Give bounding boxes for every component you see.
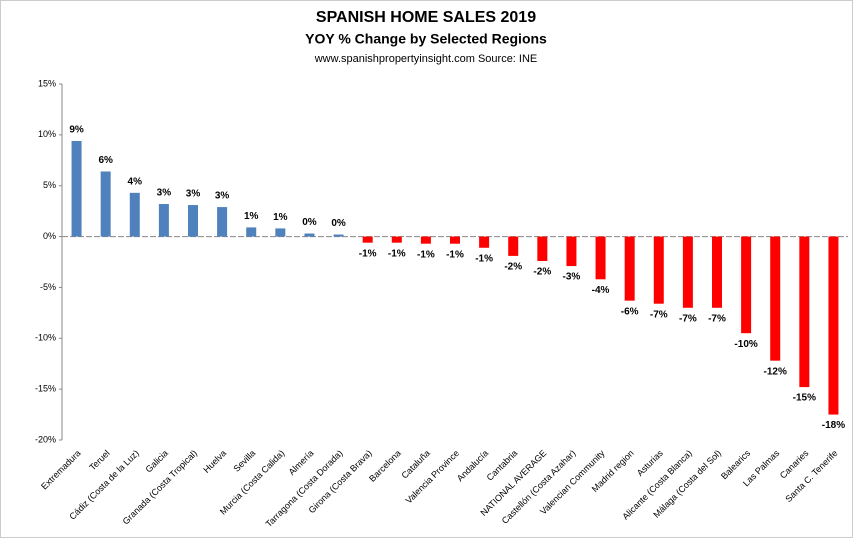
- bar: [770, 236, 781, 361]
- data-label: -1%: [417, 249, 435, 260]
- data-label: -4%: [592, 285, 610, 296]
- data-label: -12%: [764, 366, 787, 377]
- data-label: 6%: [98, 155, 113, 166]
- data-label: -6%: [621, 306, 639, 317]
- data-label: -1%: [475, 253, 493, 264]
- y-tick-label: 5%: [43, 180, 56, 190]
- data-label: 3%: [157, 188, 172, 199]
- bar: [566, 236, 577, 267]
- data-label: 3%: [215, 191, 230, 202]
- data-label: 0%: [302, 217, 317, 228]
- bar: [741, 236, 752, 334]
- bar: [100, 171, 111, 237]
- bar: [799, 236, 810, 388]
- data-label: 3%: [186, 189, 201, 200]
- data-label: -3%: [563, 272, 581, 283]
- y-tick-label: -20%: [35, 434, 56, 444]
- bar: [158, 204, 169, 237]
- y-tick-label: -5%: [40, 282, 56, 292]
- data-label: -7%: [708, 313, 726, 324]
- data-label: 0%: [331, 218, 346, 229]
- data-label: -1%: [388, 248, 406, 259]
- data-label: 1%: [273, 212, 288, 223]
- data-label: -1%: [359, 248, 377, 259]
- bar: [624, 236, 635, 301]
- bar: [508, 236, 519, 256]
- data-label: -18%: [822, 420, 845, 431]
- bar: [188, 205, 198, 237]
- data-label: -15%: [793, 393, 816, 404]
- bar: [828, 236, 839, 415]
- bar: [362, 236, 373, 243]
- bar: [71, 140, 82, 237]
- data-label: -1%: [446, 249, 464, 260]
- bar: [129, 192, 140, 237]
- data-label: 4%: [128, 176, 143, 187]
- bar: [537, 236, 548, 261]
- bar: [595, 236, 606, 280]
- data-label: 9%: [69, 125, 84, 136]
- bar: [246, 227, 257, 237]
- y-tick-label: 10%: [38, 129, 56, 139]
- data-label: -2%: [533, 267, 551, 278]
- chart-subtitle: YOY % Change by Selected Regions: [305, 31, 547, 47]
- bar: [217, 207, 228, 237]
- y-tick-label: -10%: [35, 333, 56, 343]
- bar: [275, 228, 286, 237]
- chart-title: SPANISH HOME SALES 2019: [316, 9, 536, 26]
- bar: [479, 236, 490, 248]
- bar: [304, 233, 315, 237]
- bar: [712, 236, 722, 308]
- bar: [420, 236, 431, 244]
- bar: [391, 236, 402, 243]
- bar: [653, 236, 664, 304]
- data-label: -10%: [734, 339, 757, 350]
- bar: [450, 236, 460, 244]
- data-label: -2%: [504, 262, 522, 273]
- data-label: -7%: [679, 313, 697, 324]
- data-label: -7%: [650, 309, 668, 320]
- y-tick-label: 15%: [38, 78, 56, 88]
- bar: [333, 234, 344, 237]
- chart-source: www.spanishpropertyinsight.com Source: I…: [314, 53, 538, 65]
- bar: [682, 236, 693, 308]
- y-tick-label: 0%: [43, 231, 56, 241]
- data-label: 1%: [244, 211, 259, 222]
- y-tick-label: -15%: [35, 384, 56, 394]
